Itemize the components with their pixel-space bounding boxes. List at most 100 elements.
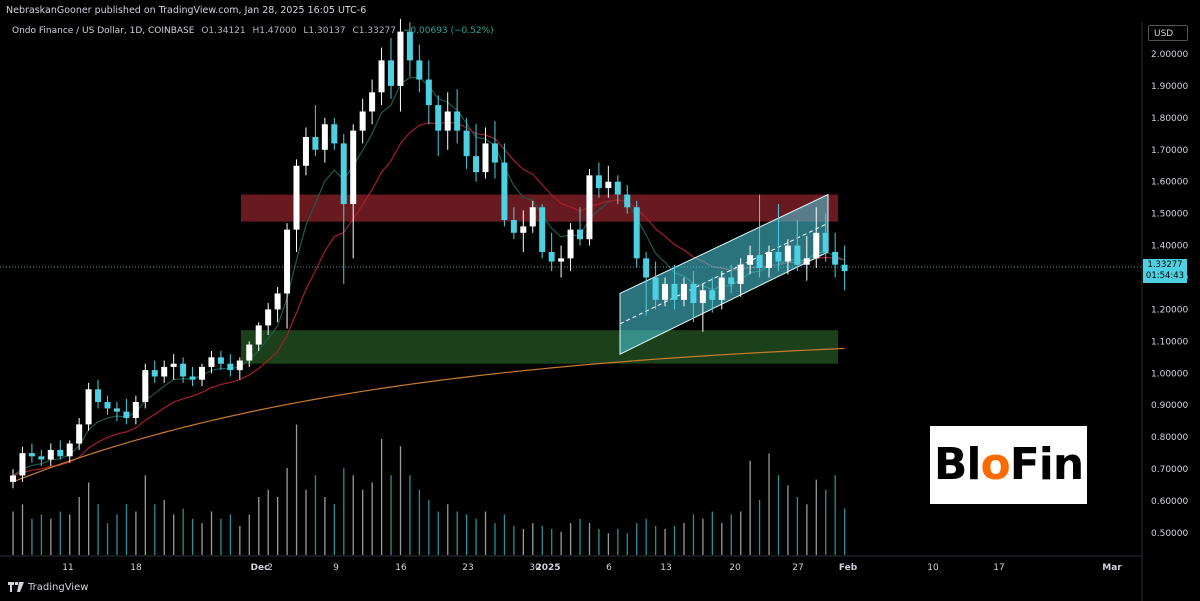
price-tick-label: 1.10000 <box>1151 337 1188 347</box>
price-tick-label: 0.50000 <box>1151 529 1188 539</box>
candle-body <box>614 181 621 195</box>
volume-bar <box>551 528 553 555</box>
candle-body <box>539 207 546 252</box>
time-tick-label: 2 <box>267 563 273 573</box>
volume-bar <box>106 523 109 555</box>
volume-bar <box>163 499 165 555</box>
candle-body <box>680 283 687 300</box>
volume-bar <box>588 523 591 555</box>
candle-body <box>359 111 366 131</box>
volume-bar <box>69 514 71 555</box>
volume-bar <box>607 533 610 555</box>
volume-bar <box>418 489 421 555</box>
candle-body <box>397 31 404 86</box>
currency-selector[interactable]: USD <box>1148 25 1188 41</box>
candle-body <box>662 283 669 300</box>
volume-bar <box>352 475 354 555</box>
volume-bar <box>125 504 128 555</box>
ohlc-close: C1.33277 <box>352 26 397 36</box>
candle-body <box>113 408 120 412</box>
candle-body <box>577 229 583 240</box>
bar-countdown: 01:54:43 <box>1145 271 1185 281</box>
candle-body <box>47 449 54 460</box>
candle-body <box>284 229 291 294</box>
volume-bar <box>220 518 222 555</box>
candle-body <box>501 162 508 221</box>
last-price-label: 1.33277 01:54:43 <box>1143 259 1187 283</box>
volume-bar <box>447 504 449 555</box>
candle-body <box>803 258 810 265</box>
price-tick-label: 1.60000 <box>1151 178 1188 188</box>
blofin-logo-part-2: o <box>980 439 1010 490</box>
volume-bar <box>522 528 524 555</box>
volume-bar <box>673 526 676 555</box>
candle-body <box>416 60 423 80</box>
time-tick-label: 2025 <box>535 563 560 573</box>
candle-body <box>274 293 281 310</box>
channel-midline <box>619 222 829 325</box>
candle-body <box>473 156 480 173</box>
volume-bar <box>664 528 666 555</box>
volume-bar <box>777 475 780 555</box>
volume-bar <box>267 489 269 555</box>
candle-body <box>293 165 300 230</box>
volume-bar <box>560 531 562 555</box>
volume-bar <box>286 468 288 555</box>
candle-body <box>208 357 215 367</box>
tradingview-footer[interactable]: TradingView <box>8 582 88 593</box>
candle-body <box>813 232 820 259</box>
volume-bar <box>740 511 742 555</box>
time-tick-label: Mar <box>1102 563 1122 573</box>
candle-body <box>180 363 187 377</box>
candle-body <box>435 105 442 131</box>
candle-body <box>444 111 451 131</box>
candle-body <box>624 194 631 208</box>
candle-body <box>709 290 716 300</box>
candle-body <box>38 456 45 460</box>
volume-bar <box>182 508 184 555</box>
time-tick-label: Dec <box>251 563 270 573</box>
candle-body <box>388 60 394 86</box>
time-tick-label: 16 <box>395 563 407 573</box>
volume-bar <box>437 511 439 555</box>
volume-bar <box>692 514 695 555</box>
ohlc-open: O1.34121 <box>201 26 246 36</box>
symbol-info-line: Ondo Finance / US Dollar, 1D, COINBASE O… <box>12 26 498 36</box>
candle-body <box>19 453 26 476</box>
volume-bar <box>617 528 619 555</box>
volume-bar <box>806 504 808 555</box>
candle-body <box>454 111 461 131</box>
volume-bar <box>371 482 373 555</box>
blofin-logo: BloFin <box>930 426 1087 504</box>
candle-body <box>142 370 149 403</box>
volume-bar <box>390 475 392 555</box>
volume-bar <box>636 523 638 555</box>
volume-bar <box>626 533 628 555</box>
volume-bar <box>173 514 175 555</box>
volume-bar <box>154 504 156 555</box>
candle-body <box>161 366 168 377</box>
candle-body <box>643 258 650 278</box>
candle-body <box>378 60 385 93</box>
volume-bar <box>466 514 468 555</box>
price-tick-label: 0.90000 <box>1151 401 1188 411</box>
candle-body <box>217 357 224 364</box>
candle-body <box>255 325 262 345</box>
volume-bar <box>815 479 817 555</box>
candle-body <box>548 251 555 262</box>
symbol-title[interactable]: Ondo Finance / US Dollar, 1D, COINBASE <box>12 26 195 36</box>
tradingview-brand: TradingView <box>28 582 89 593</box>
volume-bar <box>484 511 487 555</box>
candle-body <box>652 277 659 300</box>
price-change: −0.00693 (−0.52%) <box>402 26 494 36</box>
candle-body <box>331 124 338 144</box>
volume-bar <box>229 514 232 555</box>
tradingview-logo-icon <box>8 582 24 592</box>
volume-bar <box>97 504 99 555</box>
candle-body <box>784 245 791 262</box>
volume-bar <box>362 489 364 555</box>
volume-bar <box>834 475 836 555</box>
time-tick-label: 17 <box>993 563 1004 573</box>
candle-body <box>510 220 517 233</box>
